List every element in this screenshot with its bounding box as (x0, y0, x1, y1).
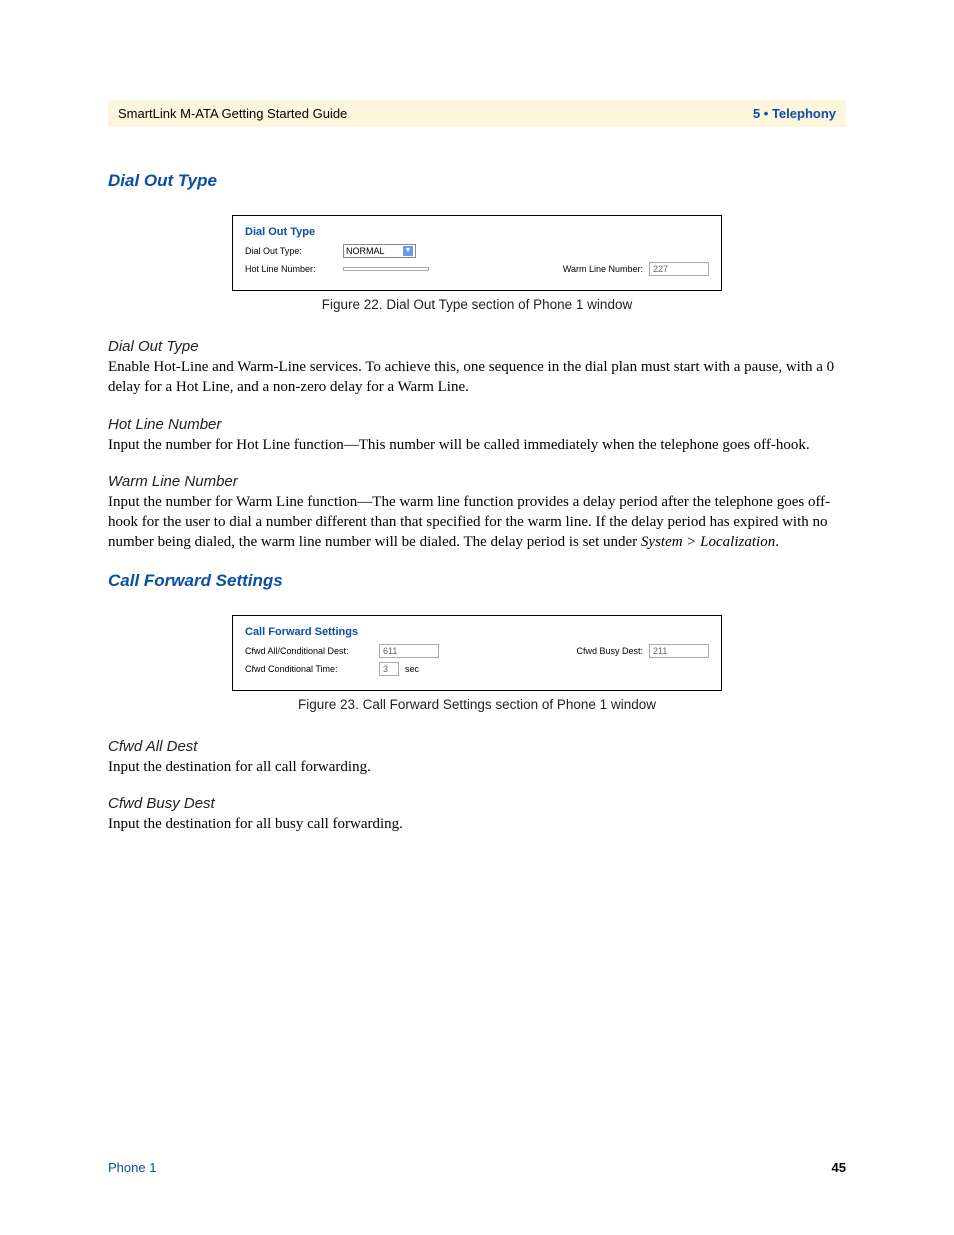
input-cfwd-conditional-time[interactable]: 3 (379, 662, 399, 676)
input-hot-line-number[interactable] (343, 267, 429, 271)
paragraph-dial-out-type: Enable Hot-Line and Warm-Line services. … (108, 357, 846, 398)
label-hot-line-number: Hot Line Number: (245, 264, 337, 274)
footer-section-link[interactable]: Phone 1 (108, 1160, 156, 1175)
section-title-dial-out-type: Dial Out Type (108, 171, 846, 191)
chevron-down-icon: ▼ (403, 246, 414, 256)
page-header: SmartLink M-ATA Getting Started Guide 5 … (108, 100, 846, 127)
paragraph-cfwd-busy-dest: Input the destination for all busy call … (108, 814, 846, 834)
footer-page-number: 45 (832, 1160, 846, 1175)
figure-panel-title-cfwd: Call Forward Settings (245, 626, 709, 638)
select-value: NORMAL (346, 246, 385, 256)
header-chapter: 5 • Telephony (753, 106, 836, 121)
paragraph-cfwd-all-dest: Input the destination for all call forwa… (108, 757, 846, 777)
select-dial-out-type[interactable]: NORMAL ▼ (343, 244, 416, 258)
section-title-call-forward: Call Forward Settings (108, 571, 846, 591)
subhead-hot-line-number: Hot Line Number (108, 416, 846, 433)
label-dial-out-type: Dial Out Type: (245, 246, 337, 256)
label-sec-unit: sec (405, 664, 419, 674)
label-cfwd-conditional-time: Cfwd Conditional Time: (245, 664, 373, 674)
subhead-dial-out-type: Dial Out Type (108, 338, 846, 355)
input-cfwd-all-dest[interactable]: 611 (379, 644, 439, 658)
figure-dial-out-type: Dial Out Type Dial Out Type: NORMAL ▼ Ho… (232, 215, 722, 291)
subhead-cfwd-busy-dest: Cfwd Busy Dest (108, 795, 846, 812)
figure-caption-22: Figure 22. Dial Out Type section of Phon… (108, 297, 846, 312)
italic-path: System > Localization (641, 534, 775, 550)
subhead-cfwd-all-dest: Cfwd All Dest (108, 738, 846, 755)
figure-caption-23: Figure 23. Call Forward Settings section… (108, 697, 846, 712)
paragraph-hot-line-number: Input the number for Hot Line function—T… (108, 435, 846, 455)
figure-panel-title: Dial Out Type (245, 226, 709, 238)
page-footer: Phone 1 45 (108, 1160, 846, 1175)
paragraph-warm-line-number: Input the number for Warm Line function—… (108, 492, 846, 553)
label-warm-line-number: Warm Line Number: (563, 264, 643, 274)
label-cfwd-busy-dest: Cfwd Busy Dest: (576, 646, 643, 656)
label-cfwd-all-dest: Cfwd All/Conditional Dest: (245, 646, 373, 656)
header-doc-title: SmartLink M-ATA Getting Started Guide (118, 106, 347, 121)
figure-call-forward: Call Forward Settings Cfwd All/Condition… (232, 615, 722, 691)
input-cfwd-busy-dest[interactable]: 211 (649, 644, 709, 658)
subhead-warm-line-number: Warm Line Number (108, 473, 846, 490)
text-after: . (775, 534, 779, 550)
input-warm-line-number[interactable]: 227 (649, 262, 709, 276)
